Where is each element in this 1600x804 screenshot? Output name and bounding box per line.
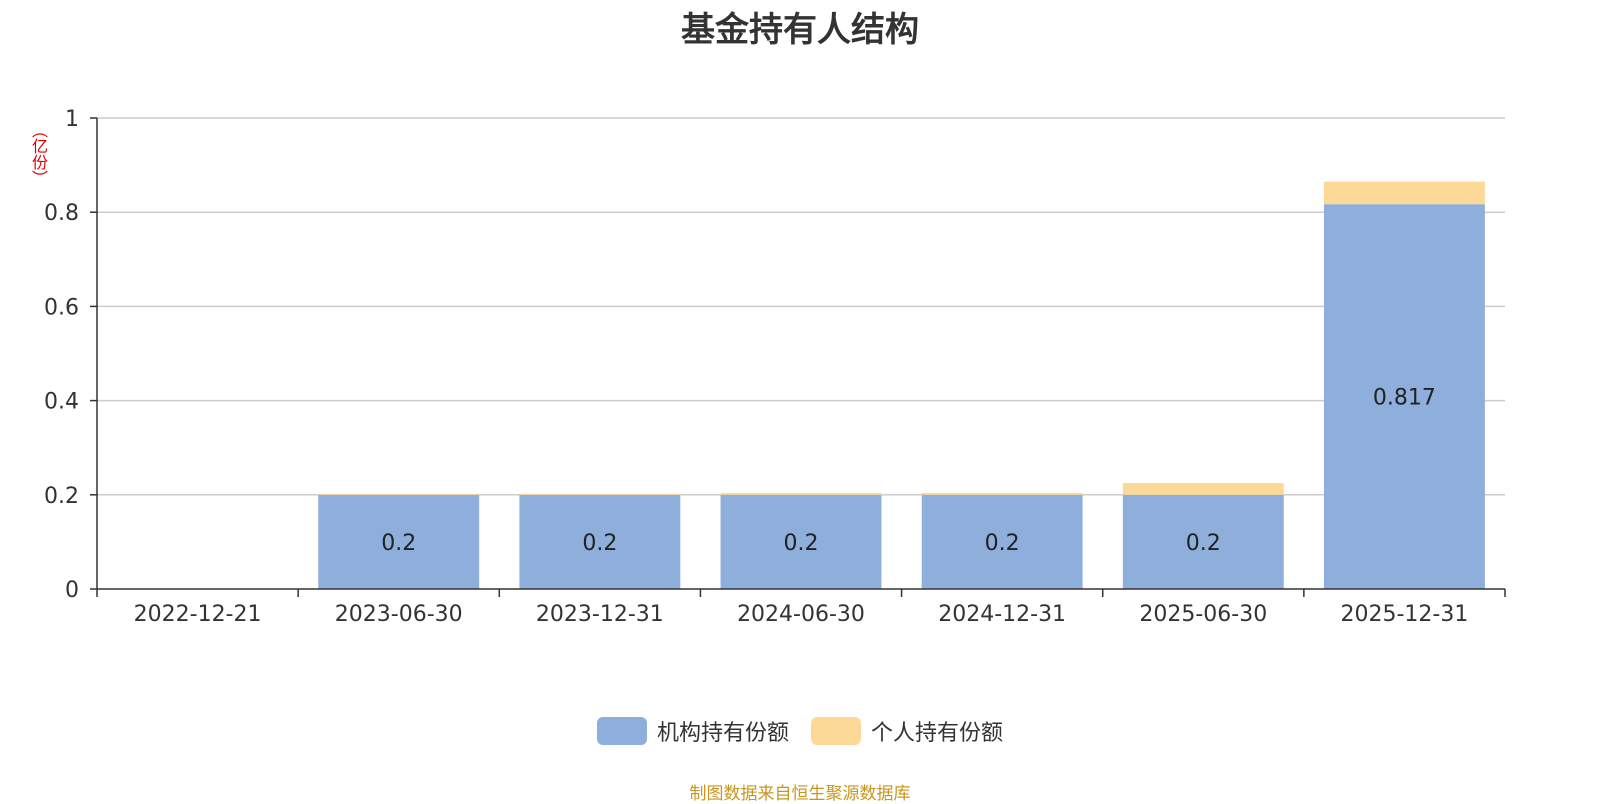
bar-segment-series-0[interactable] [1122, 494, 1284, 589]
bar-data-label: 0.2 [582, 531, 617, 556]
chart-title: 基金持有人结构 [681, 10, 919, 50]
bar-segment-series-1[interactable] [318, 493, 480, 495]
bar-chart: 0 0.2 0.4 0.6 0.8 1 2022-12-21 0.2 2023-06-30 0.2… [44, 107, 1506, 627]
bar-segment-series-1[interactable] [519, 493, 681, 495]
axes [90, 117, 1506, 597]
legend-label-individual: 个人持有份额 [871, 721, 1004, 746]
x-tick-label: 2024-06-30 [737, 602, 865, 627]
x-tick-label: 2025-12-31 [1340, 602, 1468, 627]
bar-segment-series-1[interactable] [720, 492, 882, 495]
y-tick-label: 1 [65, 107, 79, 132]
bar-data-label: 0.817 [1373, 386, 1436, 411]
y-tick-label: 0.8 [44, 201, 79, 226]
legend-swatch-individual [811, 717, 861, 745]
bar-data-label: 0.2 [381, 531, 416, 556]
legend: 机构持有份额 个人持有份额 [0, 715, 1600, 747]
x-tick-label: 2025-06-30 [1139, 602, 1267, 627]
bar-segment-series-0[interactable] [921, 494, 1083, 589]
x-tick-label: 2022-12-21 [134, 602, 262, 627]
x-tick-label: 2023-06-30 [335, 602, 463, 627]
bar-segment-series-1[interactable] [1323, 181, 1485, 205]
legend-swatch-institutional [596, 717, 647, 745]
bar-data-label: 0.2 [784, 531, 819, 556]
legend-item-individual[interactable]: 个人持有份额 [811, 715, 1003, 747]
bar-segment-series-0[interactable] [519, 494, 681, 589]
y-axis-unit-label: （亿份） [29, 122, 48, 186]
source-note: 制图数据来自恒生聚源数据库 [689, 784, 911, 804]
bar-data-label: 0.2 [1186, 531, 1221, 556]
y-tick-label: 0.2 [44, 484, 79, 509]
x-tick-label: 2024-12-31 [938, 602, 1066, 627]
grid-lines [97, 117, 1505, 496]
bar-segment-series-1[interactable] [921, 492, 1083, 495]
bar-segment-series-1[interactable] [1122, 483, 1284, 495]
legend-item-institutional[interactable]: 机构持有份额 [596, 715, 789, 747]
y-tick-label: 0.6 [44, 295, 79, 320]
labels: 0 0.2 0.4 0.6 0.8 1 2022-12-21 0.2 2023-06-30 0.2… [44, 107, 1468, 627]
y-tick-label: 0 [65, 578, 79, 603]
y-tick-label: 0.4 [44, 390, 79, 415]
legend-label-institutional: 机构持有份额 [656, 721, 789, 746]
bar-segment-series-0[interactable] [318, 494, 480, 589]
x-tick-label: 2023-12-31 [536, 602, 664, 627]
bars [318, 181, 1485, 589]
bar-data-label: 0.2 [985, 531, 1020, 556]
bar-segment-series-0[interactable] [720, 494, 882, 589]
bar-segment-series-0[interactable] [1323, 204, 1485, 589]
